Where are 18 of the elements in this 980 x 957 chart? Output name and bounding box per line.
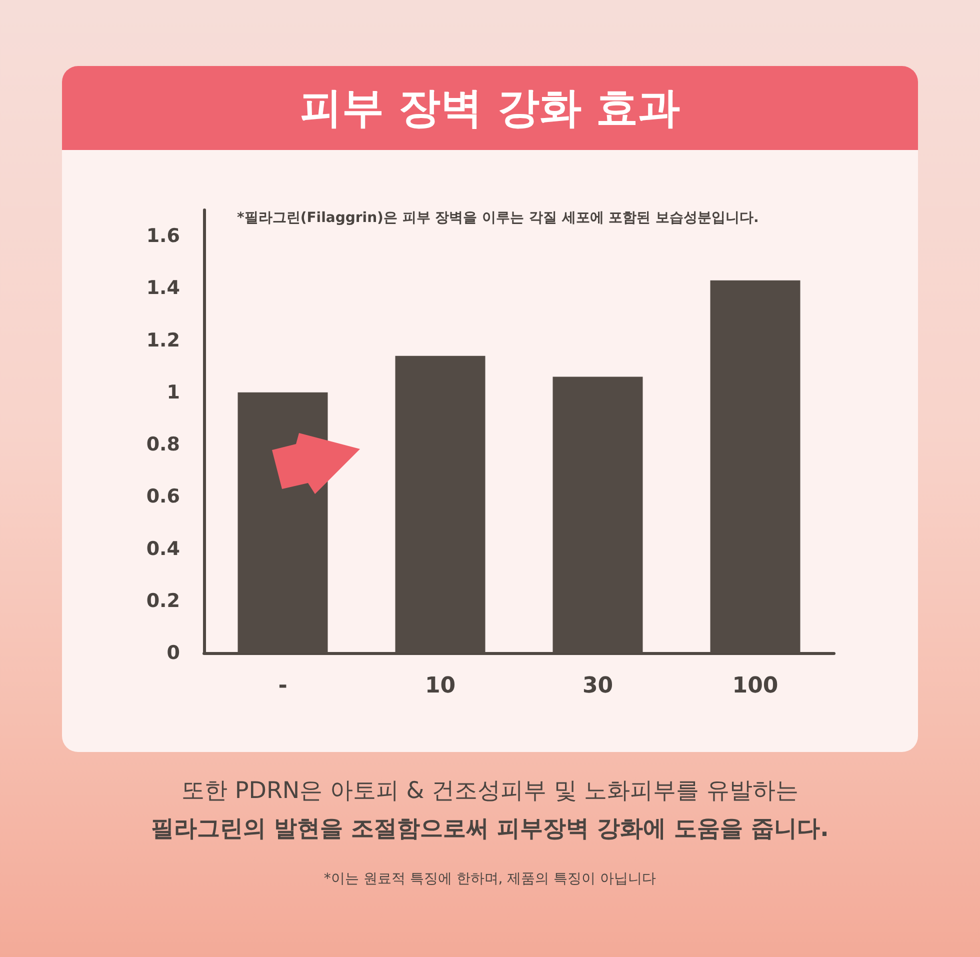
text: *이는 원료적 특징에 한하며, 제품의 특징이 아닙니다	[322, 870, 658, 888]
x-tick-label: 10	[424, 674, 456, 698]
y-tick-label: 0.2	[146, 590, 180, 612]
x-tick-label: -	[278, 674, 288, 698]
y-tick-label: 0	[166, 642, 180, 664]
text: 또한 PDRN은 아토피 & 건조성피부 및 노화피부를 유발하는	[180, 777, 800, 806]
y-tick-label: 1	[166, 381, 180, 404]
x-tick-label: 100	[732, 674, 778, 698]
x-tick-label: 30	[582, 674, 614, 698]
y-tick-label: 1.6	[146, 225, 180, 248]
y-tick-label: 0.4	[146, 538, 180, 560]
annotation: *필라그린(Filaggrin)은 피부 장벽을 이루는 각질 세포에 포함된 보습성분입니다.	[237, 209, 759, 227]
text: 필라그린의 발현을 조절함으로써 피부장벽 강화에 도움을 줍니다.	[150, 815, 830, 844]
chart-title: 피부 장벽 강화 효과	[62, 66, 918, 150]
y-tick-label: 1.4	[146, 277, 180, 300]
y-tick-label: 1.2	[146, 329, 180, 352]
y-tick-label: 0.8	[146, 434, 180, 456]
y-tick-label: 0.6	[146, 486, 180, 508]
